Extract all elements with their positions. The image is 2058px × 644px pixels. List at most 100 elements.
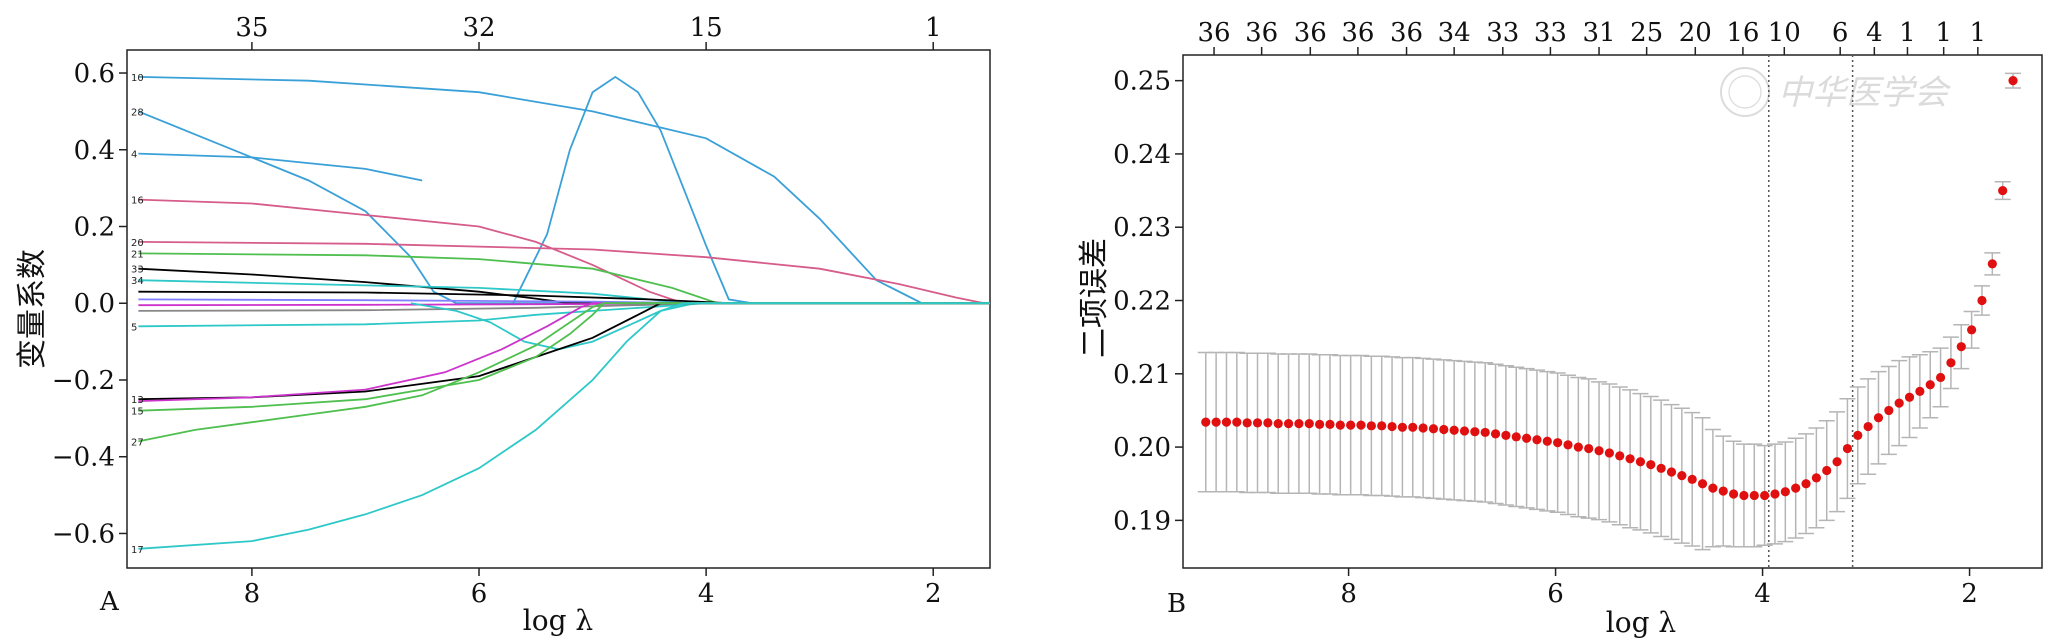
coefficient-path — [138, 198, 990, 305]
data-point — [1811, 473, 1821, 483]
x-tick-label: 4 — [698, 579, 715, 609]
data-point — [1304, 419, 1314, 429]
top-tick-label: 34 — [1438, 18, 1471, 48]
data-point — [1283, 419, 1294, 429]
data-point — [1646, 460, 1656, 470]
path-label: 17 — [131, 545, 144, 556]
y-tick-label: 0.0 — [74, 289, 115, 319]
data-point — [1718, 486, 1728, 496]
y-tick-label: 0.25 — [1113, 67, 1171, 97]
top-tick-label: 25 — [1630, 18, 1663, 48]
data-point — [1346, 420, 1356, 430]
data-point — [1315, 419, 1325, 429]
data-point — [1563, 440, 1573, 450]
data-point — [1408, 422, 1418, 432]
path-label: 33 — [131, 265, 144, 276]
top-tick-label: 36 — [1341, 18, 1374, 48]
data-point — [1925, 380, 1935, 390]
panel-b-top-axis: 36 36 36 36 36 34 33 33 31 25 20 16 10 6 4 1 1 1 — [1198, 18, 1986, 55]
logo-text: 中华医学会 — [1778, 73, 1952, 113]
x-tick-label: 8 — [1340, 579, 1357, 609]
top-tick-label: 1 — [1935, 18, 1952, 48]
data-point — [1780, 487, 1790, 497]
data-point — [1915, 386, 1925, 396]
data-point — [1221, 417, 1232, 427]
path-label: 21 — [131, 249, 144, 260]
top-tick-label: 35 — [235, 13, 268, 43]
data-point — [1842, 443, 1853, 454]
y-tick-label: 0.24 — [1113, 140, 1171, 170]
data-point — [1946, 358, 1956, 368]
data-point — [1998, 185, 2008, 196]
data-point — [1677, 471, 1687, 481]
data-point — [1522, 433, 1532, 443]
data-point — [1635, 457, 1646, 467]
panel-b-x-label: log λ — [1606, 606, 1676, 639]
data-point — [1594, 446, 1604, 456]
data-point — [1749, 490, 1759, 501]
data-point — [2008, 76, 2018, 86]
coefficient-path — [410, 302, 990, 351]
data-point — [1967, 325, 1977, 335]
path-label: 15 — [131, 407, 144, 418]
coefficient-path — [138, 241, 985, 305]
panel-a-label: A — [99, 587, 120, 617]
panel-b-points — [1201, 76, 2018, 501]
data-point — [1459, 426, 1470, 436]
panel-b-lambda-reference-lines — [1768, 55, 1854, 568]
y-tick-label: 0.4 — [74, 136, 115, 166]
data-point — [1894, 398, 1904, 408]
coefficient-path — [138, 302, 990, 402]
x-tick-label: 6 — [471, 579, 488, 609]
data-point — [1739, 490, 1749, 501]
top-tick-label: 15 — [690, 13, 723, 43]
data-point — [1511, 432, 1521, 442]
panel-a-x-label: log λ — [523, 604, 593, 637]
path-label: 34 — [131, 276, 144, 287]
data-point — [1366, 421, 1376, 431]
data-point — [1252, 418, 1263, 428]
path-label: 5 — [131, 322, 137, 333]
data-point — [1977, 295, 1987, 306]
panel-a-y-axis: 0.6 0.4 0.2 0.0 −0.2 −0.4 −0.6 — [52, 59, 127, 549]
y-tick-label: 0.22 — [1113, 287, 1171, 317]
data-point — [1935, 372, 1946, 383]
data-point — [1708, 483, 1718, 493]
logo-watermark: 中华医学会 — [1720, 67, 1952, 117]
data-point — [1573, 442, 1583, 452]
y-tick-label: −0.2 — [52, 366, 115, 396]
data-point — [1294, 419, 1304, 429]
path-label: 10 — [131, 73, 144, 84]
data-point — [1232, 417, 1242, 427]
path-label: 20 — [131, 238, 144, 249]
top-tick-label: 33 — [1486, 18, 1519, 48]
data-point — [1201, 417, 1211, 427]
panel-b-label: B — [1167, 589, 1186, 619]
x-tick-label: 8 — [244, 579, 261, 609]
coefficient-path — [138, 302, 990, 550]
top-tick-label: 36 — [1390, 18, 1423, 48]
top-tick-label: 1 — [925, 13, 942, 43]
data-point — [1480, 427, 1490, 438]
top-tick-label: 1 — [1899, 18, 1916, 48]
data-point — [1377, 421, 1387, 431]
y-tick-label: −0.4 — [52, 443, 115, 473]
top-tick-label: 16 — [1726, 18, 1759, 48]
data-point — [1656, 463, 1666, 473]
x-tick-label: 2 — [925, 579, 942, 609]
data-point — [1604, 448, 1614, 458]
top-tick-label: 31 — [1582, 18, 1615, 48]
x-tick-label: 4 — [1754, 579, 1771, 609]
y-tick-label: 0.6 — [74, 59, 115, 89]
data-point — [1584, 443, 1594, 454]
coefficient-path — [512, 75, 990, 305]
data-point — [1728, 489, 1739, 499]
path-label: 4 — [131, 150, 137, 161]
data-point — [1387, 421, 1397, 432]
panel-b-y-axis: 0.19 0.20 0.21 0.22 0.23 0.24 0.25 — [1113, 67, 1183, 536]
data-point — [1666, 467, 1677, 477]
panel-a-series-group — [138, 75, 990, 550]
